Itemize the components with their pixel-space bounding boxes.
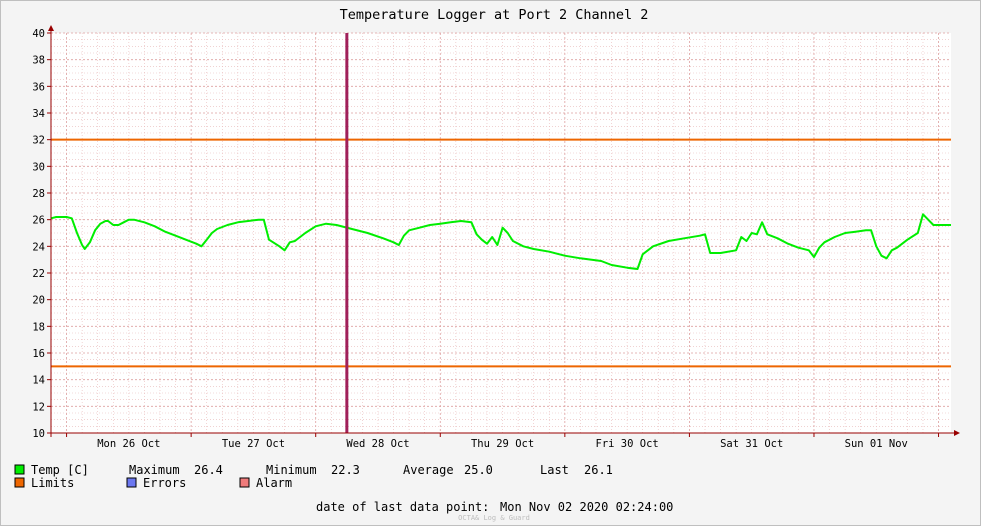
y-axis-arrow-icon: [48, 25, 54, 31]
legend-item-limits[interactable]: Limits: [14, 476, 74, 490]
y-tick-label: 14: [32, 375, 45, 387]
max-label: Maximum: [129, 463, 180, 477]
min-label: Minimum: [266, 463, 317, 477]
avg-label: Average: [403, 463, 454, 477]
last-data-point-value: Mon Nov 02 2020 02:24:00: [500, 500, 673, 514]
max-value: 26.4: [194, 463, 223, 477]
y-tick-label: 26: [32, 215, 45, 227]
last-data-point-label: date of last data point:: [316, 500, 489, 514]
legend-label-limits: Limits: [31, 476, 74, 490]
y-tick-label: 20: [32, 295, 45, 307]
x-tick-label: Thu 29 Oct: [471, 438, 534, 450]
y-tick-label: 30: [32, 161, 45, 173]
chart-title: Temperature Logger at Port 2 Channel 2: [340, 7, 649, 23]
legend-swatch-alarm: [239, 477, 250, 488]
y-tick-label: 36: [32, 81, 45, 93]
last-label: Last: [540, 463, 569, 477]
legend-item-errors[interactable]: Errors: [126, 476, 186, 490]
legend: Temp [C] Maximum 26.4 Minimum 22.3 Avera…: [14, 463, 613, 490]
x-tick-label: Mon 26 Oct: [97, 438, 160, 450]
y-tick-label: 16: [32, 348, 45, 360]
y-tick-label: 10: [32, 428, 45, 440]
limit-lines: [51, 138, 951, 368]
y-tick-label: 28: [32, 188, 45, 200]
x-tick-label: Tue 27 Oct: [222, 438, 285, 450]
min-value: 22.3: [331, 463, 360, 477]
y-axis-ticks: 10 12 14 16 18 20 22 24 26 28 30 32 34 36 38 40: [32, 28, 51, 440]
x-tick-label: Sun 01 Nov: [845, 438, 908, 450]
y-tick-label: 40: [32, 28, 45, 40]
y-tick-label: 12: [32, 401, 45, 413]
legend-swatch-temp: [14, 464, 25, 475]
y-tick-label: 22: [32, 268, 45, 280]
y-tick-label: 32: [32, 135, 45, 147]
legend-swatch-limits: [14, 477, 25, 488]
legend-label-temp: Temp [C]: [31, 463, 89, 477]
legend-swatch-errors: [126, 477, 137, 488]
x-tick-label: Sat 31 Oct: [720, 438, 783, 450]
legend-label-alarm: Alarm: [256, 476, 292, 490]
x-tick-label: Wed 28 Oct: [346, 438, 409, 450]
axes: [47, 25, 960, 437]
legend-item-temp[interactable]: Temp [C]: [14, 463, 89, 477]
watermark: OCTA& Log & Guard: [458, 514, 530, 522]
x-axis-ticks: Mon 26 Oct Tue 27 Oct Wed 28 Oct Thu 29 Oct…: [66, 433, 940, 450]
series-layer: [50, 213, 951, 270]
legend-item-alarm[interactable]: Alarm: [239, 476, 292, 490]
y-tick-label: 34: [32, 108, 45, 120]
y-tick-label: 24: [32, 241, 45, 253]
legend-label-errors: Errors: [143, 476, 186, 490]
y-tick-label: 18: [32, 321, 45, 333]
series-line-temp: [50, 213, 951, 270]
last-value: 26.1: [584, 463, 613, 477]
y-tick-label: 38: [32, 55, 45, 67]
x-axis-arrow-icon: [954, 430, 960, 436]
x-tick-label: Fri 30 Oct: [596, 438, 659, 450]
avg-value: 25.0: [464, 463, 493, 477]
